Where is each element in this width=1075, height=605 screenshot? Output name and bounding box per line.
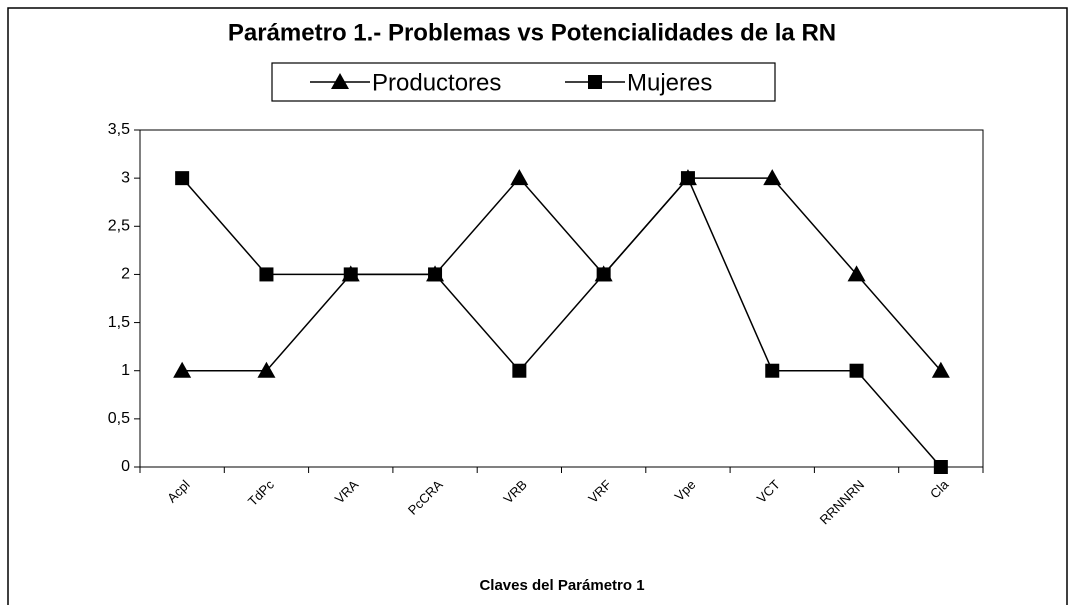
data-point <box>933 460 948 474</box>
chart-frame <box>7 7 1068 605</box>
y-tick-label: 1,5 <box>108 314 130 331</box>
data-point <box>512 363 527 378</box>
data-point <box>765 363 780 378</box>
x-axis-label: Claves del Parámetro 1 <box>479 577 644 594</box>
y-tick-label: 2,5 <box>108 218 130 235</box>
y-tick-label: 3,5 <box>108 121 130 138</box>
data-point <box>931 361 950 378</box>
data-point <box>173 361 192 378</box>
legend-marker <box>588 75 602 89</box>
y-tick-label: 0,5 <box>108 410 130 427</box>
y-tick-label: 3 <box>121 169 130 186</box>
data-point <box>847 265 866 282</box>
chart-title: Parámetro 1.- Problemas vs Potencialidad… <box>228 19 836 46</box>
data-point <box>510 169 529 186</box>
data-point <box>596 267 611 282</box>
legend-label: Mujeres <box>627 69 712 96</box>
data-point <box>428 267 443 282</box>
data-point <box>259 267 274 282</box>
y-tick-label: 1 <box>121 362 130 379</box>
data-point <box>175 171 190 186</box>
data-point <box>763 169 782 186</box>
data-point <box>680 171 695 186</box>
series-line <box>181 176 942 468</box>
data-point <box>257 361 276 378</box>
y-tick-label: 0 <box>121 458 130 475</box>
data-point <box>849 363 864 378</box>
legend-label: Productores <box>372 69 501 96</box>
series-line <box>182 177 942 372</box>
legend-marker <box>331 73 349 89</box>
y-tick-label: 2 <box>121 266 130 283</box>
data-point <box>343 267 358 282</box>
